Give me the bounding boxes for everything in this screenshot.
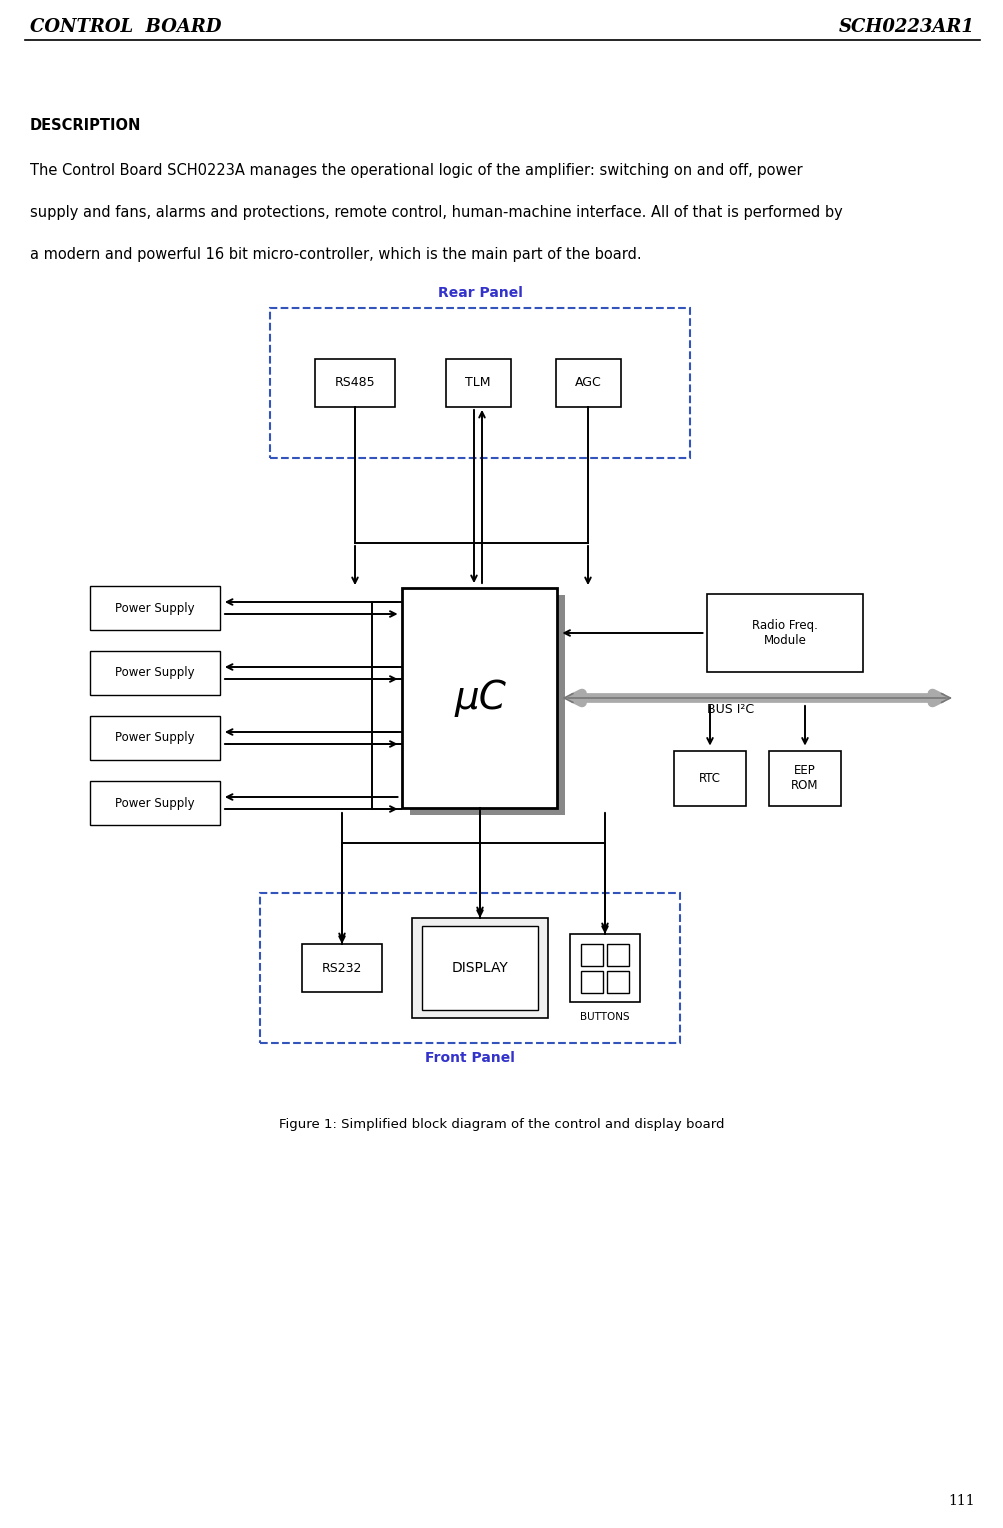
Text: DISPLAY: DISPLAY <box>451 961 508 975</box>
Text: Figure 1: Simplified block diagram of the control and display board: Figure 1: Simplified block diagram of th… <box>279 1118 724 1131</box>
Text: supply and fans, alarms and protections, remote control, human-machine interface: supply and fans, alarms and protections,… <box>30 205 842 220</box>
Text: SCH0223AR1: SCH0223AR1 <box>839 18 974 37</box>
Text: Power Supply: Power Supply <box>115 602 195 614</box>
Text: BUS I²C: BUS I²C <box>707 703 754 717</box>
FancyBboxPatch shape <box>90 651 220 695</box>
Text: Power Supply: Power Supply <box>115 796 195 810</box>
FancyBboxPatch shape <box>411 918 548 1018</box>
FancyBboxPatch shape <box>270 309 689 458</box>
Text: AGC: AGC <box>574 376 601 390</box>
FancyBboxPatch shape <box>445 359 510 406</box>
FancyBboxPatch shape <box>607 970 629 993</box>
FancyBboxPatch shape <box>607 943 629 966</box>
FancyBboxPatch shape <box>302 944 381 992</box>
FancyBboxPatch shape <box>90 587 220 630</box>
FancyBboxPatch shape <box>315 359 394 406</box>
Text: Radio Freq.
Module: Radio Freq. Module <box>751 619 817 646</box>
Text: 111: 111 <box>948 1494 974 1508</box>
Text: Front Panel: Front Panel <box>424 1051 515 1065</box>
FancyBboxPatch shape <box>673 750 745 805</box>
FancyBboxPatch shape <box>768 750 841 805</box>
Text: EEP
ROM: EEP ROM <box>790 764 817 792</box>
Text: RTC: RTC <box>698 772 720 784</box>
Text: CONTROL  BOARD: CONTROL BOARD <box>30 18 222 37</box>
FancyBboxPatch shape <box>409 594 564 814</box>
Text: TLM: TLM <box>464 376 490 390</box>
Text: Power Supply: Power Supply <box>115 666 195 680</box>
Text: μC: μC <box>453 678 506 717</box>
Text: RS232: RS232 <box>322 961 362 975</box>
Text: Rear Panel: Rear Panel <box>437 286 522 299</box>
FancyBboxPatch shape <box>90 717 220 759</box>
Text: a modern and powerful 16 bit micro-controller, which is the main part of the boa: a modern and powerful 16 bit micro-contr… <box>30 248 641 261</box>
FancyBboxPatch shape <box>421 926 538 1010</box>
FancyBboxPatch shape <box>90 781 220 825</box>
Text: Power Supply: Power Supply <box>115 732 195 744</box>
FancyBboxPatch shape <box>555 359 620 406</box>
FancyBboxPatch shape <box>402 588 557 808</box>
Text: The Control Board SCH0223A manages the operational logic of the amplifier: switc: The Control Board SCH0223A manages the o… <box>30 163 801 177</box>
FancyBboxPatch shape <box>580 970 602 993</box>
FancyBboxPatch shape <box>707 594 862 672</box>
FancyBboxPatch shape <box>570 934 639 1002</box>
FancyBboxPatch shape <box>580 943 602 966</box>
Text: BUTTONS: BUTTONS <box>580 1012 629 1022</box>
Text: RS485: RS485 <box>334 376 375 390</box>
Text: DESCRIPTION: DESCRIPTION <box>30 118 141 133</box>
FancyBboxPatch shape <box>260 892 679 1044</box>
